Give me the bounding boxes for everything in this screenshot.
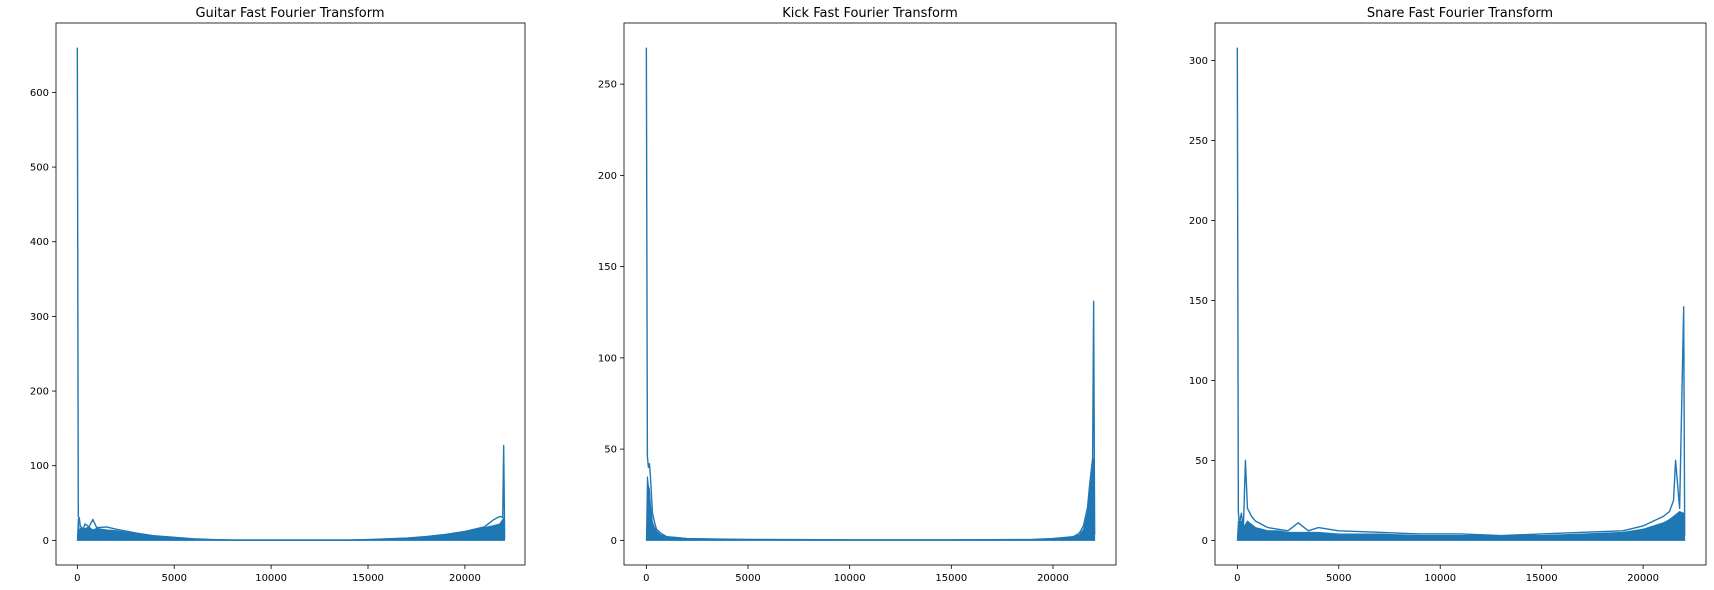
guitar-fft-title: Guitar Fast Fourier Transform	[195, 6, 384, 21]
snare-y-tick-label: 0	[1202, 536, 1208, 547]
guitar-y-tick-label: 500	[30, 163, 49, 174]
snare-spectrum-line	[1236, 47, 1686, 537]
kick-y-tick-label: 150	[598, 262, 617, 273]
guitar-x-tick-label: 5000	[161, 573, 186, 584]
snare-y-tick-label: 200	[1189, 216, 1208, 227]
snare-y-tick-label: 50	[1195, 456, 1208, 467]
snare-y-tick-label: 250	[1189, 136, 1208, 147]
kick-y-tick-label: 50	[604, 445, 617, 456]
guitar-y-tick-label: 600	[30, 88, 49, 99]
kick-x-tick-label: 0	[643, 573, 649, 584]
snare-y-tick-label: 100	[1189, 376, 1208, 387]
guitar-spectrum-line	[76, 47, 506, 541]
kick-x-tick-label: 15000	[935, 573, 967, 584]
snare-x-tick-label: 10000	[1424, 573, 1456, 584]
snare-x-tick-label: 0	[1234, 573, 1240, 584]
guitar-y-tick-label: 200	[30, 387, 49, 398]
guitar-y-tick-label: 0	[43, 536, 49, 547]
snare-x-tick-label: 5000	[1326, 573, 1351, 584]
snare-axes-frame	[1214, 22, 1707, 566]
guitar-y-tick-label: 400	[30, 237, 49, 248]
snare-y-tick-label: 300	[1189, 56, 1208, 67]
kick-x-tick-label: 20000	[1037, 573, 1069, 584]
kick-axes-frame	[623, 22, 1117, 566]
kick-spectrum-line	[645, 47, 1096, 541]
snare-fft-title: Snare Fast Fourier Transform	[1367, 6, 1553, 21]
guitar-x-tick-label: 0	[74, 573, 80, 584]
snare-y-tick-label: 150	[1189, 296, 1208, 307]
kick-fft-title: Kick Fast Fourier Transform	[782, 6, 958, 21]
guitar-x-tick-label: 20000	[449, 573, 481, 584]
kick-x-tick-label: 10000	[834, 573, 866, 584]
kick-y-tick-label: 100	[598, 353, 617, 364]
guitar-x-tick-label: 15000	[352, 573, 384, 584]
kick-y-tick-label: 200	[598, 171, 617, 182]
kick-x-tick-label: 5000	[735, 573, 760, 584]
guitar-x-tick-label: 10000	[255, 573, 287, 584]
kick-y-tick-label: 250	[598, 80, 617, 91]
kick-y-tick-label: 0	[611, 536, 617, 547]
guitar-fft-panel: Guitar Fast Fourier Transform 0 5000 10000…	[30, 6, 526, 584]
snare-x-tick-label: 15000	[1526, 573, 1558, 584]
guitar-y-tick-label: 100	[30, 461, 49, 472]
guitar-axes-frame	[55, 22, 526, 566]
snare-x-tick-label: 20000	[1627, 573, 1659, 584]
kick-fft-panel: Kick Fast Fourier Transform 0 5000 10000 15…	[598, 6, 1117, 584]
snare-spectrum-fill	[1236, 510, 1686, 541]
snare-fft-panel: Snare Fast Fourier Transform 0 5000 10000 1…	[1189, 6, 1707, 584]
guitar-y-tick-label: 300	[30, 312, 49, 323]
guitar-spectrum-fill	[76, 516, 506, 541]
kick-spectrum-fill	[645, 458, 1096, 541]
